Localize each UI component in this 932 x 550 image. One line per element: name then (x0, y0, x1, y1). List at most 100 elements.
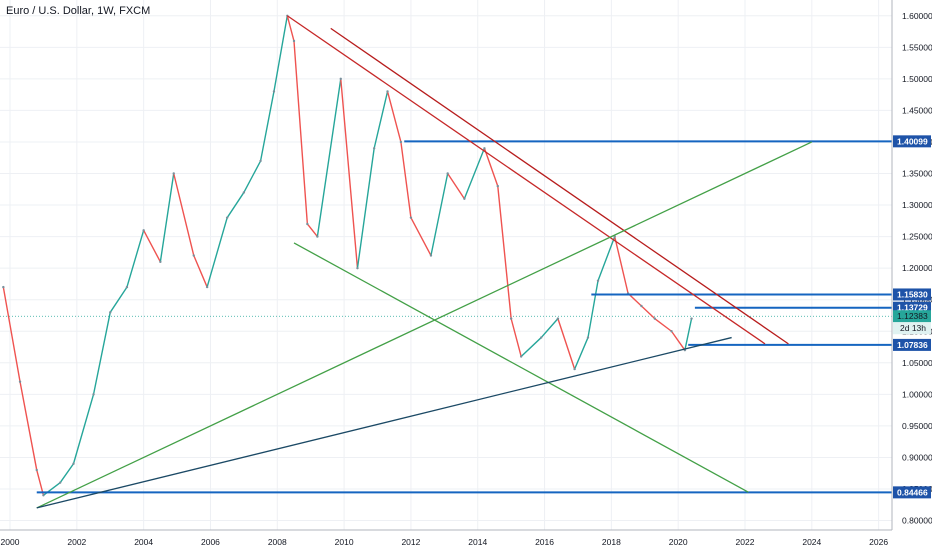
x-tick-label-2026: 2026 (869, 537, 888, 547)
price-point-14 (225, 216, 229, 219)
level-label-1.13729: 1.13729 (897, 303, 928, 313)
price-segment-2 (19, 381, 38, 471)
y-tick-label-1.60000: 1.60000 (902, 11, 932, 21)
price-segment-6 (72, 393, 95, 465)
price-point-25 (386, 90, 389, 93)
countdown-label: 2d 13h (900, 323, 926, 333)
x-tick-label-2004: 2004 (134, 537, 153, 547)
price-segment-35 (520, 336, 542, 358)
countdown-badge (893, 322, 931, 335)
price-segment-32 (483, 147, 499, 187)
y-tick-label-1.55000: 1.55000 (902, 42, 932, 52)
level-badge-1.07836 (893, 338, 931, 351)
price-point-21 (316, 235, 319, 238)
price-point-22 (339, 77, 342, 81)
price-segment-21 (306, 223, 319, 238)
price-point-12 (192, 254, 195, 257)
price-point-10 (159, 260, 162, 264)
x-tick-label-2000: 2000 (1, 537, 20, 547)
price-point-31 (483, 147, 486, 150)
level-badge-1.40099 (893, 135, 931, 148)
price-segment-33 (497, 185, 512, 320)
price-point-34 (519, 355, 523, 358)
y-tick-label-0.95000: 0.95000 (902, 421, 932, 431)
price-point-44 (670, 330, 673, 333)
price-segment-29 (430, 172, 449, 257)
price-segment-26 (386, 90, 402, 143)
price-segment-38 (573, 336, 589, 370)
x-tick-label-2022: 2022 (736, 537, 755, 547)
price-point-30 (463, 197, 466, 200)
level-label-1.40099: 1.40099 (897, 136, 928, 146)
price-point-23 (356, 266, 359, 270)
price-segment-27 (400, 141, 412, 219)
y-tick-label-0.80000: 0.80000 (902, 516, 932, 526)
x-tick-label-2008: 2008 (268, 537, 287, 547)
price-segment-7 (92, 311, 111, 396)
price-segment-44 (654, 317, 673, 332)
price-segment-31 (463, 147, 486, 200)
price-segment-9 (126, 229, 145, 288)
price-segment-45 (670, 330, 686, 351)
price-segment-36 (540, 317, 559, 339)
price-segment-14 (206, 216, 228, 288)
price-point-13 (205, 285, 209, 289)
level-badge-1.15830 (893, 288, 931, 301)
y-tick-label-1.30000: 1.30000 (902, 200, 932, 210)
price-point-7 (109, 311, 112, 314)
price-segment-37 (557, 317, 576, 370)
price-segment-8 (109, 286, 128, 314)
x-tick-label-2002: 2002 (67, 537, 86, 547)
price-segment-3 (36, 469, 45, 496)
price-point-4 (58, 481, 62, 484)
y-tick-label-1.50000: 1.50000 (902, 74, 932, 84)
price-segment-19 (286, 15, 295, 42)
price-point-19 (292, 39, 296, 43)
y-tick-label-1.35000: 1.35000 (902, 169, 932, 179)
price-segment-16 (243, 160, 262, 194)
price-segment-20 (293, 40, 309, 225)
price-point-15 (242, 191, 246, 194)
price-point-43 (653, 317, 657, 320)
price-point-20 (306, 222, 309, 226)
price-point-1 (18, 380, 22, 383)
trend-line-dark-support[interactable] (36, 336, 732, 509)
price-point-8 (125, 285, 129, 289)
price-point-28 (429, 254, 433, 257)
trend-line-green-down[interactable] (293, 242, 749, 493)
horizontal-levels (36, 140, 892, 494)
level-label-1.15830: 1.15830 (897, 289, 928, 299)
price-segment-13 (193, 254, 208, 288)
price-segment-18 (273, 15, 289, 93)
price-segment-23 (340, 78, 359, 269)
price-segment-24 (356, 147, 375, 269)
price-point-29 (446, 172, 449, 175)
price-segment-15 (226, 191, 245, 219)
price-badges: 1.40099 1.15830 1.13729 1.07836 0.84466 1.123… (893, 135, 931, 499)
price-segment-40 (597, 235, 616, 282)
price-point-0 (2, 285, 5, 289)
level-label-1.07836: 1.07836 (897, 340, 928, 350)
price-segment-12 (173, 172, 195, 257)
chart-title: Euro / U.S. Dollar, 1W, FXCM (6, 5, 150, 17)
price-segment-42 (627, 292, 643, 307)
price-point-2 (35, 468, 38, 472)
price-segment-25 (373, 90, 389, 149)
trend-line-green-up[interactable] (36, 141, 813, 509)
trend-line-red-2[interactable] (330, 27, 789, 345)
price-point-26 (399, 140, 403, 144)
price-segment-1 (2, 286, 21, 383)
y-tick-label-0.90000: 0.90000 (902, 452, 932, 462)
price-segment-11 (159, 172, 175, 263)
price-point-32 (496, 184, 499, 188)
level-label-0.84466: 0.84466 (897, 487, 928, 497)
current-price-label: 1.12383 (897, 311, 928, 321)
trend-line-red-1[interactable] (286, 15, 766, 345)
price-segment-34 (510, 317, 522, 358)
price-segment-17 (259, 90, 275, 162)
x-tick-label-2014: 2014 (468, 537, 487, 547)
x-tick-label-2006: 2006 (201, 537, 220, 547)
